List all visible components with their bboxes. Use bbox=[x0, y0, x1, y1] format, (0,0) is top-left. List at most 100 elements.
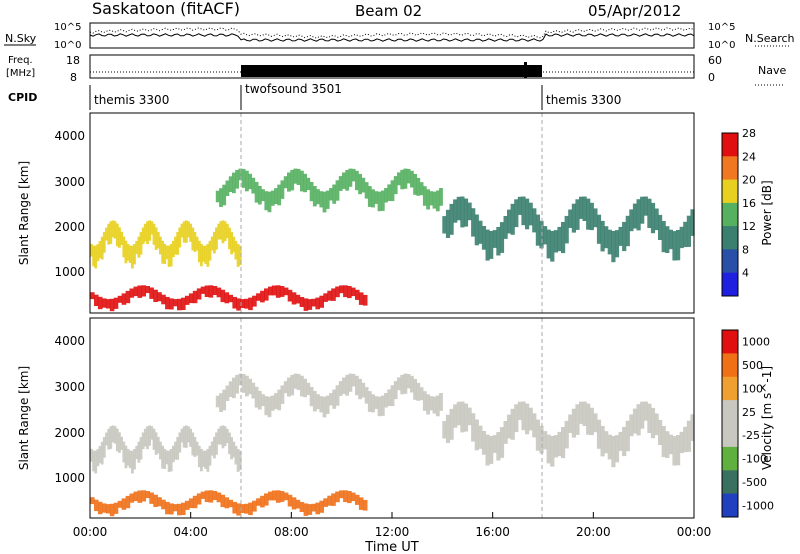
scatter-cell bbox=[532, 413, 537, 438]
scatter-cell bbox=[232, 501, 237, 514]
scatter-cell bbox=[232, 377, 236, 399]
scatter-cell bbox=[126, 448, 130, 466]
scatter-cell bbox=[145, 491, 150, 499]
scatter-cell bbox=[165, 245, 169, 260]
scatter-cell bbox=[153, 289, 158, 302]
scatter-cell bbox=[215, 395, 220, 408]
scatter-cell bbox=[90, 292, 95, 300]
scatter-cell bbox=[306, 177, 311, 190]
scatter-cell bbox=[335, 180, 340, 201]
scatter-cell bbox=[107, 223, 111, 245]
scatter-cell bbox=[252, 500, 257, 512]
colorbar-tick-label: 25 bbox=[742, 406, 756, 419]
scatter-cell bbox=[101, 298, 107, 308]
scatter-cell bbox=[113, 297, 119, 309]
scatter-cell bbox=[184, 220, 188, 243]
scatter-cell bbox=[274, 188, 278, 204]
scatter-cell bbox=[406, 374, 411, 389]
freq-strip: Freq. [MHz] 18 8 60 0 Nave bbox=[6, 54, 786, 86]
scatter-cell bbox=[521, 196, 526, 226]
scatter-cell bbox=[358, 378, 362, 400]
scatter-cell bbox=[215, 432, 218, 455]
scatter-cell bbox=[393, 176, 398, 195]
scatter-cell bbox=[125, 495, 131, 509]
scatter-cell bbox=[232, 441, 236, 458]
scatter-cell bbox=[169, 449, 173, 472]
scatter-cell bbox=[413, 379, 417, 400]
scatter-cell bbox=[319, 500, 324, 513]
scatter-cell bbox=[133, 491, 139, 502]
scatter-cell bbox=[236, 503, 241, 516]
scatter-cell bbox=[219, 393, 223, 412]
scatter-cell bbox=[661, 426, 666, 458]
scatter-cell bbox=[579, 196, 584, 219]
scatter-cell bbox=[202, 245, 205, 262]
scatter-cell bbox=[355, 375, 359, 396]
scatter-cell bbox=[117, 295, 123, 303]
scatter-cell bbox=[303, 173, 307, 193]
scatter-cell bbox=[105, 299, 111, 309]
scatter-cell bbox=[124, 240, 128, 264]
scatter-cell bbox=[143, 428, 147, 447]
scatter-cell bbox=[546, 434, 551, 464]
colorbar-segment bbox=[722, 400, 738, 424]
scatter-cell bbox=[435, 395, 440, 417]
scatter-cell bbox=[496, 227, 501, 256]
scatter-cell bbox=[384, 188, 388, 203]
scatter-cell bbox=[361, 382, 366, 398]
scatter-cell bbox=[690, 209, 695, 236]
scatter-cell bbox=[129, 493, 135, 503]
scatter-cell bbox=[102, 232, 106, 253]
scatter-cell bbox=[222, 184, 227, 206]
scatter-cell bbox=[596, 419, 602, 449]
scatter-cell bbox=[257, 390, 262, 410]
scatter-cell bbox=[98, 446, 102, 464]
cpid-segment-1: themis 3300 bbox=[94, 93, 169, 107]
scatter-cell bbox=[589, 407, 594, 436]
scatter-cell bbox=[139, 232, 143, 255]
scatter-cell bbox=[189, 428, 192, 447]
scatter-cell bbox=[267, 396, 272, 418]
scatter-cell bbox=[277, 184, 282, 206]
scatter-cell bbox=[200, 491, 206, 499]
scatter-cell bbox=[135, 240, 139, 255]
scatter-cell bbox=[579, 401, 584, 424]
colorbar-segment bbox=[722, 202, 738, 227]
scatter-cell bbox=[295, 499, 301, 509]
scatter-cell bbox=[128, 450, 132, 469]
scatter-cell bbox=[589, 202, 594, 231]
scatter-cell bbox=[96, 449, 100, 467]
nsky-label: N.Sky bbox=[5, 32, 37, 45]
scatter-cell bbox=[586, 198, 591, 230]
scatter-cell bbox=[287, 172, 291, 192]
x-tick-label: 04:00 bbox=[173, 525, 208, 539]
x-tick-label: 00:00 bbox=[677, 525, 712, 539]
nsearch-tick-bottom: 10^0 bbox=[708, 40, 735, 51]
scatter-cell bbox=[261, 189, 265, 202]
velocity-y-tick-4000: 4000 bbox=[54, 334, 85, 348]
scatter-cell bbox=[390, 385, 395, 407]
nsky-tick-bottom: 10^0 bbox=[54, 40, 81, 51]
scatter-cell bbox=[467, 202, 472, 221]
scatter-cell bbox=[254, 386, 259, 408]
scatter-cell bbox=[238, 450, 242, 471]
scatter-cell bbox=[210, 441, 214, 456]
scatter-cell bbox=[200, 286, 206, 294]
scatter-cell bbox=[315, 297, 320, 310]
scatter-cell bbox=[133, 286, 139, 297]
scatter-cell bbox=[496, 432, 501, 461]
scatter-cell bbox=[230, 437, 233, 460]
scatter-cell bbox=[192, 495, 198, 509]
scatter-cell bbox=[165, 501, 170, 515]
scatter-cell bbox=[122, 441, 126, 463]
scatter-cell bbox=[271, 490, 277, 501]
power-panel: Slant Range [km] 1000 2000 3000 4000 4 8 1… bbox=[17, 112, 774, 314]
scatter-cell bbox=[439, 393, 443, 411]
scatter-cell bbox=[219, 188, 223, 207]
scatter-cell bbox=[575, 199, 580, 230]
scatter-cell bbox=[105, 227, 108, 241]
nave-tick-top: 60 bbox=[708, 54, 722, 67]
scatter-cell bbox=[228, 176, 233, 192]
scatter-cell bbox=[503, 216, 508, 239]
scatter-cell bbox=[236, 449, 240, 472]
